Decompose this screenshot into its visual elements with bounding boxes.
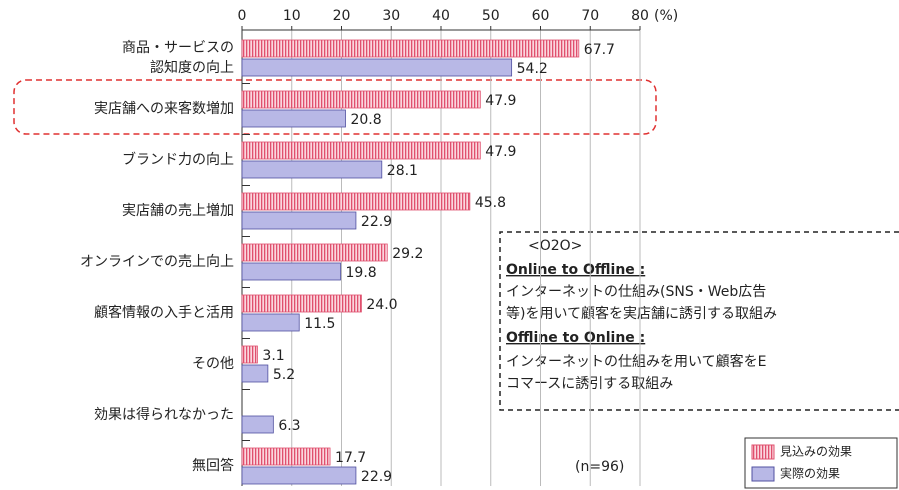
y-tick-label: 効果は得られなかった [94, 406, 234, 423]
data-label: 5.2 [273, 367, 295, 383]
annotation-heading: Offline to Online : [506, 330, 645, 346]
data-label: 19.8 [346, 265, 377, 281]
bar [241, 109, 346, 128]
bar [241, 39, 580, 58]
bar [241, 90, 481, 109]
x-tick-label: 20 [333, 8, 351, 24]
data-label: 29.2 [392, 246, 423, 262]
annotation-text: コマースに誘引する取組み [506, 376, 673, 392]
data-label: 20.8 [350, 112, 381, 128]
data-label: 47.9 [485, 93, 516, 109]
x-tick-label: 30 [382, 8, 400, 24]
bar [241, 447, 331, 466]
data-label: 6.3 [278, 418, 300, 434]
bar [241, 345, 258, 364]
annotation-heading: Online to Offline : [506, 262, 645, 278]
data-label: 17.7 [335, 450, 366, 466]
annotation-text: インターネットの仕組み(SNS・Web広告 [506, 284, 766, 300]
legend-swatch [751, 466, 775, 482]
y-tick-label: オンラインでの売上向上 [80, 254, 234, 270]
bar [241, 192, 471, 211]
x-tick-label: 0 [238, 8, 247, 24]
x-tick-label: 40 [432, 8, 450, 24]
y-tick-label: 無回答 [192, 457, 234, 474]
note: (n=96) [575, 459, 624, 475]
bar [241, 211, 357, 230]
x-tick-label: 70 [581, 8, 599, 24]
data-label: 22.9 [361, 214, 392, 230]
y-tick-label: 認知度の向上 [150, 59, 234, 76]
bar [241, 313, 300, 332]
bar [241, 364, 269, 383]
data-label: 11.5 [304, 316, 335, 332]
y-tick-label: その他 [192, 356, 234, 372]
y-tick-label: 実店舗の売上増加 [122, 203, 234, 219]
x-tick-label: 80 [631, 8, 649, 24]
data-label: 45.8 [475, 195, 506, 211]
annotation-text: インターネットの仕組みを用いて顧客をE [506, 353, 766, 370]
data-label: 67.7 [584, 42, 615, 58]
bar [241, 415, 274, 434]
y-tick-label: ブランド力の向上 [122, 151, 234, 168]
legend-swatch [751, 444, 775, 460]
bar [241, 160, 383, 179]
bar [241, 141, 481, 160]
bar [241, 262, 341, 281]
axis-unit: (%) [654, 8, 678, 24]
y-tick-label: 実店舗への来客数増加 [94, 100, 234, 117]
y-tick-label: 商品・サービスの [122, 40, 234, 56]
x-tick-label: 60 [532, 8, 550, 24]
annotation-text: 等)を用いて顧客を実店舗に誘引する取組み [506, 305, 777, 322]
bar [241, 58, 513, 77]
data-label: 22.9 [361, 469, 392, 485]
data-label: 28.1 [387, 163, 418, 179]
bar [241, 466, 357, 485]
data-label: 47.9 [485, 144, 516, 160]
bar [241, 243, 388, 262]
data-label: 54.2 [517, 61, 548, 77]
annotation-title: <O2O> [528, 238, 582, 254]
data-label: 3.1 [262, 348, 284, 364]
highlight-box [13, 79, 657, 135]
legend-label: 実際の効果 [780, 466, 840, 481]
y-tick-label: 顧客情報の入手と活用 [94, 304, 234, 321]
data-label: 24.0 [366, 297, 397, 313]
x-tick-label: 50 [482, 8, 500, 24]
bar [241, 294, 362, 313]
legend-label: 見込みの効果 [780, 444, 852, 459]
x-tick-label: 10 [283, 8, 301, 24]
annotation-box [499, 231, 899, 411]
